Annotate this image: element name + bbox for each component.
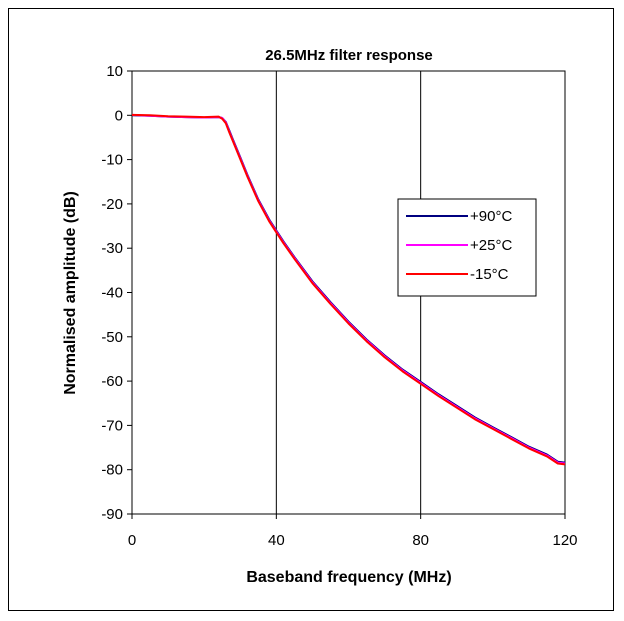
chart-frame — [8, 8, 614, 611]
y-tick-label: 10 — [106, 63, 123, 80]
plot-area: 10 0 -10 -20 -30 -40 -50 -60 -70 -80 -90 0 40 80 120 — [101, 63, 577, 549]
legend-label-2: -15°C — [470, 266, 509, 283]
y-tick-label: -40 — [101, 285, 123, 302]
y-tick-label: -80 — [101, 462, 123, 479]
series-line-2 — [131, 113, 566, 466]
x-tick-label: 120 — [552, 532, 577, 549]
y-tick-label: -60 — [101, 373, 123, 390]
legend: +90°C +25°C -15°C — [397, 198, 537, 297]
y-tick-label: -30 — [101, 240, 123, 257]
x-tick-label: 80 — [412, 532, 429, 549]
x-tick-label: 0 — [128, 532, 136, 549]
y-tick-label: 0 — [115, 107, 123, 124]
y-tick-label: -50 — [101, 329, 123, 346]
legend-box — [397, 198, 537, 297]
x-axis-title: Baseband frequency (MHz) — [246, 569, 451, 586]
chart-title: 26.5MHz filter response — [265, 47, 433, 64]
y-axis-title: Normalised amplitude (dB) — [62, 191, 79, 395]
legend-label-0: +90°C — [470, 208, 512, 225]
x-tick-label: 40 — [268, 532, 285, 549]
y-tick-label: -90 — [101, 506, 123, 523]
y-tick-label: -70 — [101, 417, 123, 434]
legend-label-1: +25°C — [470, 237, 512, 254]
y-tick-label: -20 — [101, 196, 123, 213]
y-tick-label: -10 — [101, 152, 123, 169]
